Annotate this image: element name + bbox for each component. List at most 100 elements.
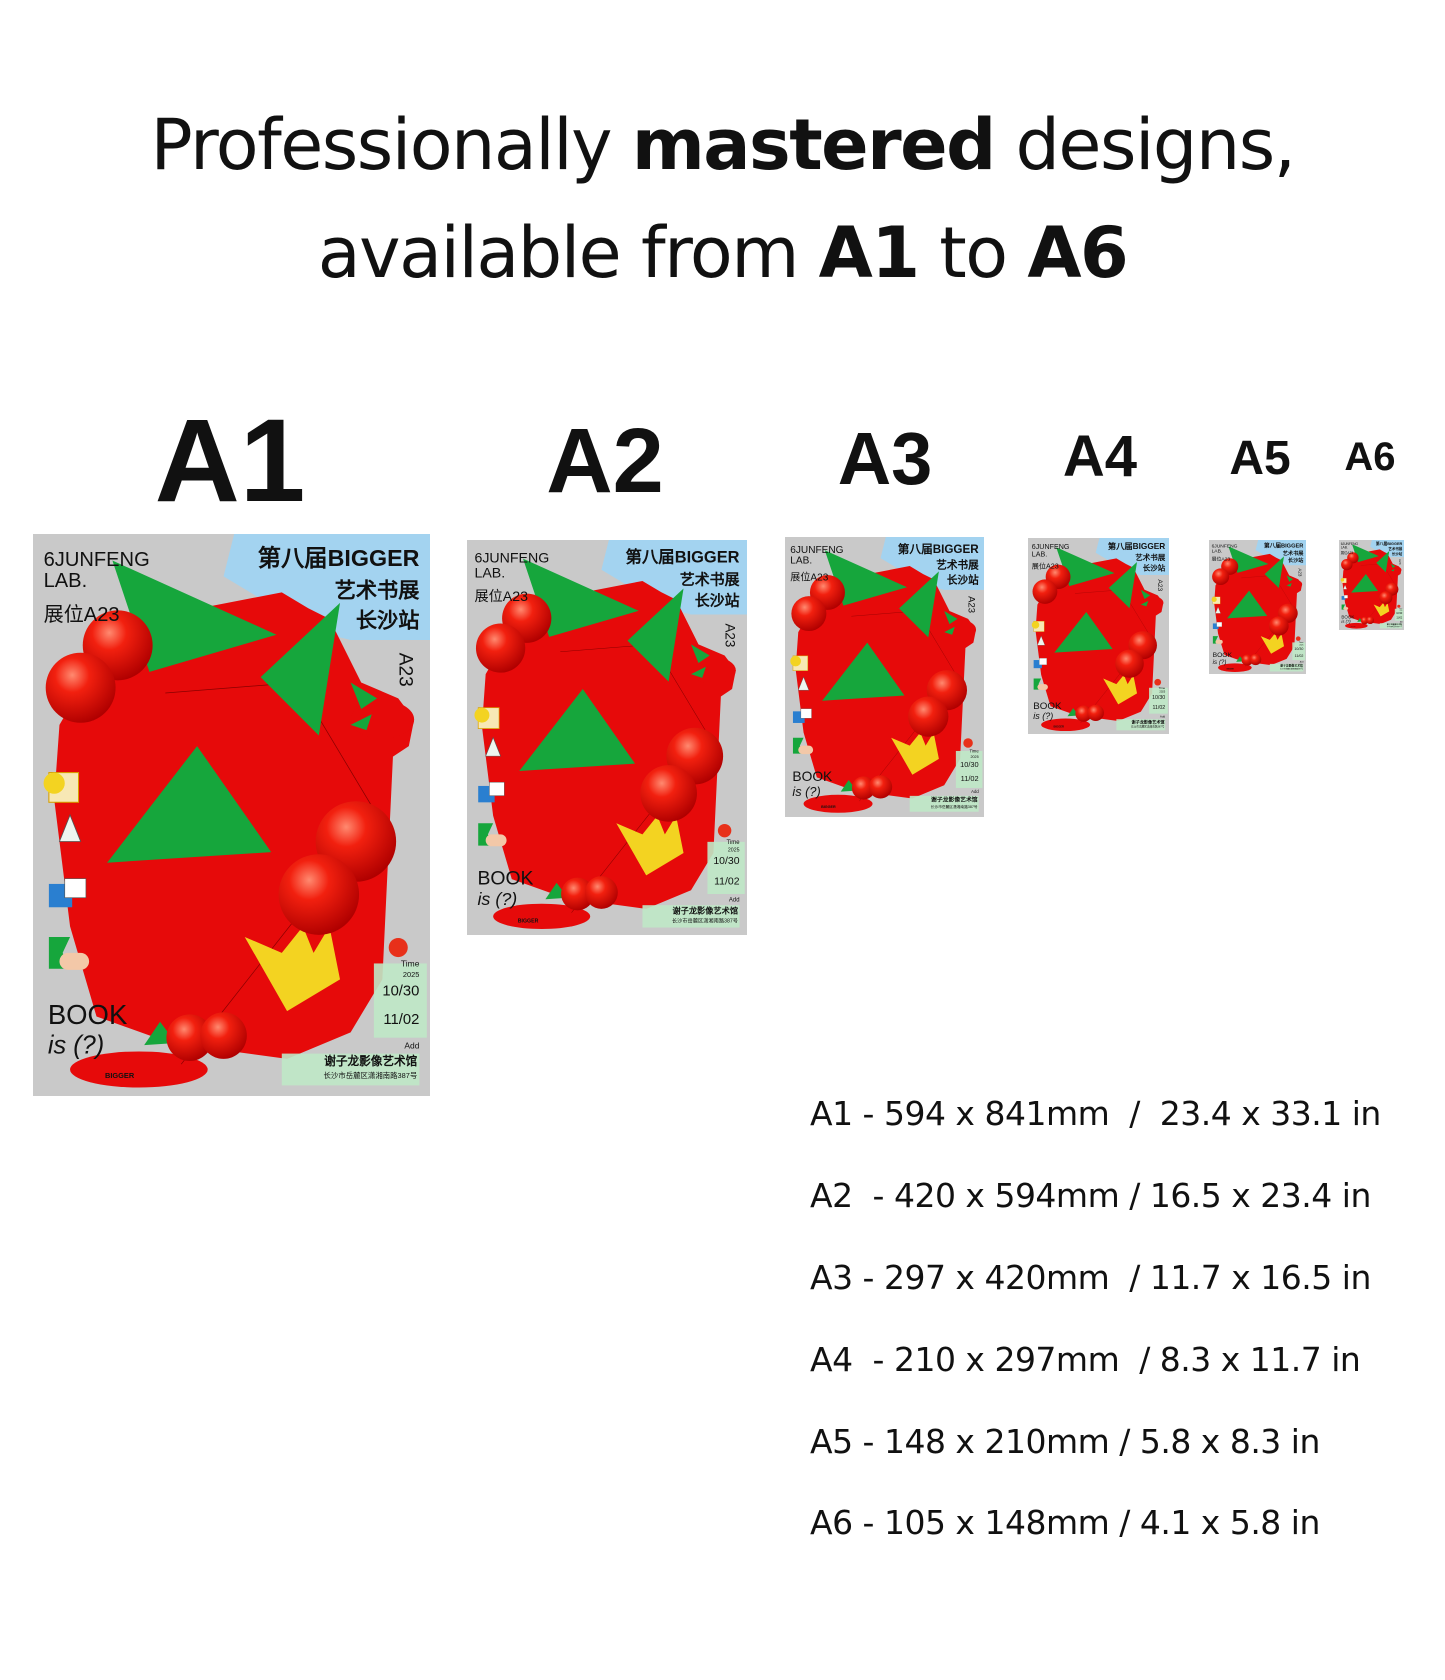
- poster-title: 艺术书展: [680, 571, 740, 589]
- poster-booth: 展位A23: [790, 570, 828, 583]
- poster-book: BOOK: [1213, 652, 1233, 659]
- poster-year: 2025: [1400, 610, 1403, 612]
- spec-a3: A3 - 297 x 420mm / 11.7 x 16.5 in: [810, 1258, 1371, 1297]
- spec-a2: A2 - 420 x 594mm / 16.5 x 23.4 in: [810, 1176, 1371, 1215]
- poster-partner: BIGGER: [1054, 725, 1064, 729]
- green-triangle: [627, 588, 684, 682]
- poster-a2: 6JUNFENG LAB. 展位A23 第八届BIGGER 艺术书展 长沙站 A…: [467, 540, 747, 935]
- poster-is-question: is (?): [1213, 659, 1227, 666]
- poster-title: 第八届BIGGER: [898, 542, 980, 556]
- poster-brand: 6JUNFENG: [474, 550, 549, 566]
- tomato: [1379, 582, 1399, 605]
- green-triangle: [1352, 544, 1379, 563]
- poster-booth: 展位A23: [1212, 556, 1231, 563]
- poster-venue: 谢子龙影像艺术馆: [1280, 664, 1303, 668]
- poster-brand: LAB.: [1212, 549, 1223, 555]
- poster-brand: LAB.: [1341, 546, 1348, 550]
- poster-book: BOOK: [1341, 614, 1354, 619]
- green-triangle: [1054, 611, 1113, 653]
- poster-venue: 谢子龙影像艺术馆: [324, 1054, 417, 1068]
- poster-venue: 谢子龙影像艺术馆: [931, 796, 978, 804]
- poster-brand: 6JUNFENG: [790, 545, 843, 556]
- poster-title: 长沙站: [695, 592, 740, 610]
- poster-year: 2025: [1159, 690, 1165, 694]
- poster-address: 长沙市岳麓区潇湘南路387号: [672, 916, 738, 924]
- poster-year: 2025: [728, 848, 740, 854]
- blue-patch: [1255, 540, 1306, 566]
- headline-line-2: available from A1 to A6: [0, 218, 1445, 288]
- poster-brand: 6JUNFENG: [1341, 542, 1359, 546]
- poster-address: 长沙市岳麓区潇湘南路387号: [931, 804, 978, 809]
- poster-title: 第八届BIGGER: [1263, 542, 1303, 550]
- yellow-crown: [1103, 674, 1138, 705]
- green-triangle: [1056, 547, 1115, 587]
- poster-partner: BIGGER: [821, 805, 836, 809]
- poster-is-question: is (?): [1033, 711, 1053, 721]
- headline-emphasis: mastered: [631, 104, 996, 186]
- green-triangle: [1351, 573, 1378, 593]
- tomato: [166, 1012, 247, 1062]
- poster-date-end: 11/02: [1396, 616, 1403, 619]
- poster-add-label: Add: [404, 1040, 419, 1050]
- poster-book: BOOK: [1033, 701, 1062, 712]
- green-triangle: [822, 642, 905, 701]
- poster-title: 第八届BIGGER: [1376, 541, 1403, 546]
- poster-title: 第八届BIGGER: [1108, 541, 1165, 551]
- poster-date-end: 11/02: [961, 774, 979, 783]
- spec-a5: A5 - 148 x 210mm / 5.8 x 8.3 in: [810, 1422, 1320, 1461]
- headline-text: available from: [317, 212, 819, 294]
- tomato: [1032, 564, 1071, 604]
- poster-is-question: is (?): [477, 889, 517, 909]
- green-triangle: [1264, 556, 1285, 589]
- poster-date-start: 10/30: [1396, 612, 1403, 615]
- poster-address: 长沙市岳麓区潇湘南路387号: [1131, 725, 1165, 729]
- green-triangle: [519, 689, 635, 772]
- blue-patch: [601, 540, 747, 615]
- poster-a5: 6JUNFENG LAB. 展位A23 第八届BIGGER 艺术书展 长沙站 A…: [1209, 540, 1306, 674]
- poster-booth: 展位A23: [44, 603, 120, 626]
- headline-text: designs,: [994, 104, 1296, 186]
- poster-artwork: 6JUNFENG LAB. 展位A23 第八届BIGGER 艺术书展 长沙站 A…: [33, 534, 430, 1096]
- tomato: [1341, 552, 1359, 571]
- poster-booth-code: A23: [1297, 568, 1302, 577]
- tomato: [561, 876, 618, 911]
- green-triangle: [1228, 546, 1269, 573]
- poster-booth: 展位A23: [1032, 561, 1059, 570]
- green-triangle: [260, 602, 341, 736]
- tomato: [640, 727, 724, 822]
- poster-brand: LAB.: [474, 565, 505, 581]
- poster-booth: 展位A23: [474, 589, 528, 605]
- poster-title: 艺术书展: [1135, 552, 1166, 562]
- spec-a4: A4 - 210 x 297mm / 8.3 x 11.7 in: [810, 1340, 1361, 1379]
- tomato: [278, 801, 397, 935]
- yellow-crown: [1373, 602, 1390, 617]
- green-triangle: [1376, 551, 1390, 573]
- poster-book: BOOK: [792, 769, 833, 784]
- poster-book: BOOK: [48, 999, 128, 1030]
- poster-brand: 6JUNFENG: [44, 549, 150, 571]
- blue-patch: [1095, 538, 1169, 575]
- poster-venue: 谢子龙影像艺术馆: [672, 905, 738, 915]
- poster-a6: 6JUNFENG LAB. 展位A23 第八届BIGGER 艺术书展 长沙站 A…: [1339, 540, 1404, 630]
- poster-date-start: 10/30: [713, 856, 739, 867]
- headline-emphasis: A6: [1027, 212, 1128, 294]
- poster-add-label: Add: [971, 789, 979, 794]
- yellow-crown: [891, 732, 939, 775]
- poster-venue: 谢子龙影像艺术馆: [1387, 622, 1402, 626]
- poster-brand: LAB.: [44, 570, 88, 592]
- poster-brand: LAB.: [790, 555, 812, 566]
- yellow-crown: [1260, 633, 1285, 654]
- poster-year: 2025: [1299, 645, 1303, 647]
- poster-title: 长沙站: [947, 574, 979, 587]
- poster-book: BOOK: [477, 867, 533, 889]
- poster-booth-code: A23: [966, 596, 977, 613]
- poster-artwork: 6JUNFENG LAB. 展位A23 第八届BIGGER 艺术书展 长沙站 A…: [785, 537, 984, 817]
- green-triangle: [523, 558, 639, 637]
- poster-title: 艺术书展: [936, 559, 979, 572]
- tomato: [1075, 704, 1104, 722]
- poster-time-label: Time: [401, 959, 420, 969]
- poster-date-start: 10/30: [960, 760, 979, 769]
- blue-patch: [1370, 540, 1404, 557]
- poster-artwork: 6JUNFENG LAB. 展位A23 第八届BIGGER 艺术书展 长沙站 A…: [1028, 538, 1169, 734]
- poster-booth-code: A23: [1156, 579, 1163, 591]
